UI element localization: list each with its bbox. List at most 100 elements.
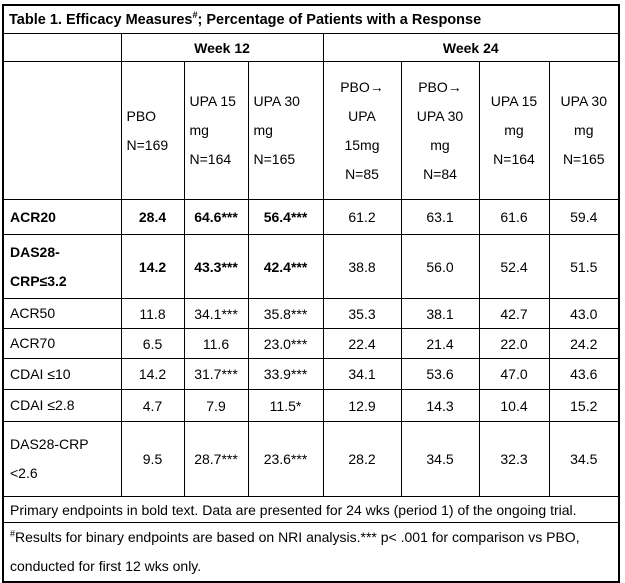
value-cell: 23.0*** [247,328,324,359]
value-cell: 35.8*** [247,298,324,329]
row-label: ACR50 [2,298,122,329]
value-cell: 14.2 [120,358,185,390]
table-title: Table 1. Efficacy Measures#; Percentage … [2,4,620,34]
row-label: ACR70 [2,328,122,359]
column-header-line: N=169 [126,136,169,153]
column-header-line: UPA 15 [490,93,538,109]
row-label-line: ACR70 [10,335,56,351]
value-cell: 9.5 [120,421,185,497]
value-cell: 24.2 [548,328,620,359]
footnote-nri-text: Results for binary endpoints are based o… [10,529,580,574]
column-header: UPA 15 mg N=164 [478,61,550,200]
week24-header: Week 24 [322,33,620,62]
value-cell: 7.9 [183,389,249,422]
column-header: PBO→ UPA 15mg N=85 [322,61,402,200]
value-cell: 28.7*** [183,421,249,497]
value-cell: 28.4 [120,199,185,235]
value-cell: 38.8 [322,234,402,299]
empty-corner-cell [2,33,122,62]
column-header-line: mg [504,122,524,138]
column-header-line: mg [430,136,450,153]
column-header-line: mg [189,122,209,138]
row-label: ACR20 [2,199,122,235]
table-row: DAS28-CRP <2.6 9.5 28.7*** 23.6*** 28.2 34.5 32… [2,421,620,497]
row-label: CDAI ≤10 [2,358,122,390]
value-cell: 14.2 [120,234,185,299]
footnote-row-1: Primary endpoints in bold text. Data are… [2,496,620,523]
value-cell: 53.6 [400,358,480,390]
value-cell: 43.6 [548,358,620,390]
column-header-line: PBO→ [340,78,384,95]
column-header: PBO N=169 [120,61,185,200]
table-row: CDAI ≤10 14.2 31.7*** 33.9*** 34.1 53.6 47.0 43… [2,358,620,390]
value-cell: 31.7*** [183,358,249,390]
value-cell: 11.5* [247,389,324,422]
column-header-line: UPA 15 [189,93,236,109]
value-cell: 15.2 [548,389,620,422]
footnote-nri-analysis: #Results for binary endpoints are based … [2,522,620,583]
value-cell: 56.4*** [247,199,324,235]
table-row: ACR50 11.8 34.1*** 35.8*** 35.3 38.1 42.7 43.0 [2,298,620,329]
row-label-line: CDAI ≤2.8 [10,397,75,413]
value-cell: 63.1 [400,199,480,235]
value-cell: 47.0 [478,358,550,390]
value-cell: 22.0 [478,328,550,359]
table-title-text: Table 1. Efficacy Measures [9,11,193,28]
row-label-line: <2.6 [10,465,38,481]
row-label: DAS28- CRP≤3.2 [2,234,122,299]
empty-label-header-cell [2,61,122,200]
column-header: PBO→ UPA 30 mg N=84 [400,61,480,200]
row-label-line: CRP≤3.2 [10,272,67,289]
column-header: UPA 30 mg N=165 [548,61,620,200]
footnote-superscript: # [10,528,16,539]
column-header-line: PBO→ [418,78,462,95]
value-cell: 11.8 [120,298,185,329]
week12-header: Week 12 [120,33,324,62]
table-row: ACR20 28.4 64.6*** 56.4*** 61.2 63.1 61.6 59.4 [2,199,620,235]
column-header-line: N=164 [189,151,232,167]
column-header-line: N=164 [493,151,535,167]
week-header-row: Week 12 Week 24 [2,33,620,62]
column-header-line: UPA 30 [416,107,464,124]
column-header-line: PBO [126,107,157,124]
footnote-primary-endpoints: Primary endpoints in bold text. Data are… [2,496,620,523]
table-row: ACR70 6.5 11.6 23.0*** 22.4 21.4 22.0 24.2 [2,328,620,359]
column-header: UPA 30 mg N=165 [247,61,324,200]
column-header-line: N=165 [562,151,605,167]
value-cell: 43.0 [548,298,620,329]
value-cell: 34.1*** [183,298,249,329]
table-row: DAS28- CRP≤3.2 14.2 43.3*** 42.4*** 38.8 56.0 5… [2,234,620,299]
value-cell: 34.5 [548,421,620,497]
column-header-line: UPA 30 [253,93,300,109]
row-label-line: ACR50 [10,305,56,321]
value-cell: 11.6 [183,328,249,359]
column-header-line: mg [253,122,273,138]
row-label-line: DAS28-CRP [10,436,89,452]
value-cell: 51.5 [548,234,620,299]
table-title-text-cont: ; Percentage of Patients with a Response [197,11,482,28]
column-header-line: mg [574,122,594,138]
column-header-line: N=85 [345,165,379,182]
value-cell: 64.6*** [183,199,249,235]
column-header-line: N=165 [253,151,296,167]
value-cell: 61.6 [478,199,550,235]
value-cell: 14.3 [400,389,480,422]
value-cell: 4.7 [120,389,185,422]
value-cell: 6.5 [120,328,185,359]
value-cell: 28.2 [322,421,402,497]
value-cell: 32.3 [478,421,550,497]
value-cell: 33.9*** [247,358,324,390]
value-cell: 56.0 [400,234,480,299]
row-label-line: CDAI ≤10 [10,365,71,382]
column-header-row: PBO N=169 UPA 15 mg N=164 UPA 30 mg N=165 PBO→ UP… [2,61,620,200]
value-cell: 35.3 [322,298,402,329]
column-header-line: UPA [348,107,376,124]
value-cell: 42.4*** [247,234,324,299]
value-cell: 10.4 [478,389,550,422]
table-title-row: Table 1. Efficacy Measures#; Percentage … [2,4,620,34]
column-header-line: 15mg [344,136,380,153]
value-cell: 21.4 [400,328,480,359]
row-label-line: ACR20 [10,208,56,225]
value-cell: 34.5 [400,421,480,497]
value-cell: 52.4 [478,234,550,299]
